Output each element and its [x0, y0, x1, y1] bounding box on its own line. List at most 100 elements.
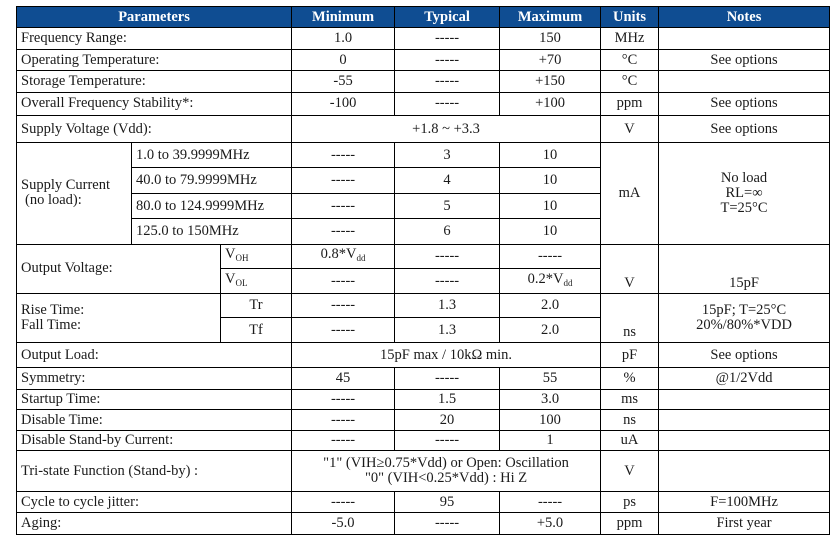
note-line: RL=∞	[725, 184, 763, 201]
note-value: See options	[658, 115, 831, 143]
tristate-line1: "1" (VIH≥0.75*Vdd) or Open: Oscillation	[323, 455, 569, 472]
note-value	[658, 409, 831, 431]
max-value: +100	[499, 91, 602, 117]
typ-value: 1.3	[394, 292, 501, 319]
param-name: Storage Temperature:	[15, 70, 293, 93]
supply-current-notes: No load RL=∞ T=25°C	[658, 141, 831, 245]
note-value	[658, 388, 831, 411]
unit-value: ns	[600, 292, 660, 343]
max-value: 2.0	[499, 317, 602, 343]
unit-value: °C	[600, 48, 660, 72]
typ-value: 5	[394, 192, 501, 220]
max-value: 10	[499, 192, 602, 220]
typ-value: -----	[394, 91, 501, 117]
row-frequency-stability: Overall Frequency Stability*: -100 -----…	[15, 91, 831, 117]
typ-value: 20	[394, 409, 501, 431]
max-value: -----	[499, 243, 602, 270]
unit-value: pF	[600, 341, 660, 369]
typ-value: 1.5	[394, 388, 501, 411]
min-value: -5.0	[291, 512, 396, 535]
rise-fall-label: Rise Time: Fall Time:	[16, 292, 221, 343]
unit-value: V	[600, 243, 660, 294]
param-name: Overall Frequency Stability*:	[15, 91, 293, 117]
max-value: 3.0	[499, 388, 602, 411]
note-value	[658, 450, 831, 492]
max-value: -----	[499, 490, 602, 514]
min-value: -----	[291, 167, 396, 194]
max-value: 10	[499, 141, 602, 169]
freq-range-label: 1.0 to 39.9999MHz	[130, 141, 293, 169]
header-typical: Typical	[394, 5, 501, 29]
tf-symbol: Tf	[219, 317, 293, 343]
typ-value: 95	[394, 490, 501, 514]
unit-value: ms	[600, 388, 660, 411]
supply-current-line1: Supply Current	[21, 177, 111, 194]
min-value: -----	[291, 388, 396, 411]
supply-current-line2: (no load):	[25, 192, 82, 209]
note-value: See options	[658, 48, 831, 72]
freq-range-label: 40.0 to 79.9999MHz	[130, 167, 293, 194]
min-value: 1.0	[291, 27, 396, 50]
max-value: 10	[499, 167, 602, 194]
note-line: 20%/80%*VDD	[696, 316, 792, 333]
param-name: Aging:	[15, 512, 293, 535]
note-value: F=100MHz	[658, 490, 831, 514]
freq-range-label: 80.0 to 124.9999MHz	[130, 192, 293, 220]
param-name: Disable Stand-by Current:	[15, 429, 293, 452]
typ-value: -----	[394, 243, 501, 270]
typ-value: 6	[394, 218, 501, 245]
param-name: Disable Time:	[15, 409, 293, 431]
voh-symbol: VOH	[219, 243, 293, 270]
max-value: 10	[499, 218, 602, 245]
note-value: @1/2Vdd	[658, 367, 831, 390]
min-value: -----	[291, 192, 396, 220]
unit-value: %	[600, 367, 660, 390]
row-startup-time: Startup Time: ----- 1.5 3.0 ms	[15, 388, 831, 411]
header-parameters: Parameters	[15, 5, 293, 29]
note-value: See options	[658, 91, 831, 117]
note-value: 15pF	[658, 243, 831, 294]
row-fall-time: Tf ----- 1.3 2.0	[17, 317, 830, 343]
header-units: Units	[600, 5, 660, 29]
unit-value: uA	[600, 429, 660, 452]
typ-value: -----	[394, 268, 501, 294]
typ-value: 4	[394, 167, 501, 194]
row-storage-temperature: Storage Temperature: -55 ----- +150 °C	[15, 70, 831, 93]
unit-value: ppm	[600, 91, 660, 117]
param-name: Supply Voltage (Vdd):	[15, 115, 293, 143]
param-name: Tri-state Function (Stand-by) :	[15, 450, 293, 492]
header-notes: Notes	[658, 5, 831, 29]
unit-value: ps	[600, 490, 660, 514]
unit-value: V	[600, 450, 660, 492]
unit-value: mA	[600, 141, 660, 245]
row-symmetry: Symmetry: 45 ----- 55 % @1/2Vdd	[15, 367, 831, 390]
unit-value: V	[600, 115, 660, 143]
min-value: -----	[291, 409, 396, 431]
fall-time-label: Fall Time:	[21, 316, 82, 333]
note-line: 15pF; T=25°C	[701, 301, 787, 318]
min-value: -----	[291, 141, 396, 169]
row-output-load: Output Load: 15pF max / 10kΩ min. pF See…	[15, 341, 831, 369]
header-maximum: Maximum	[499, 5, 602, 29]
max-value: +70	[499, 48, 602, 72]
row-rise-time: Rise Time: Fall Time: Tr ----- 1.3 2.0 n…	[16, 292, 831, 343]
row-frequency-range: Frequency Range: 1.0 ----- 150 MHz	[15, 27, 831, 50]
typ-value: 3	[394, 141, 501, 169]
min-value: -100	[291, 91, 396, 117]
unit-value: MHz	[600, 27, 660, 50]
load-value: 15pF max / 10kΩ min.	[291, 341, 602, 369]
min-value: -----	[291, 218, 396, 245]
typ-value: -----	[394, 27, 501, 50]
note-value	[658, 429, 831, 452]
min-value: 0.8*Vdd	[291, 243, 396, 270]
supply-current-label: Supply Current (no load):	[16, 141, 132, 245]
max-value: 2.0	[499, 292, 602, 319]
header-row: Parameters Minimum Typical Maximum Units…	[15, 5, 831, 29]
row-operating-temperature: Operating Temperature: 0 ----- +70 °C Se…	[15, 48, 831, 72]
range-value: +1.8 ~ +3.3	[291, 115, 602, 143]
note-value	[658, 70, 831, 93]
row-standby-current: Disable Stand-by Current: ----- ----- 1 …	[15, 429, 831, 452]
header-minimum: Minimum	[291, 5, 396, 29]
param-name: Output Voltage:	[16, 243, 221, 294]
unit-value: ns	[600, 409, 660, 431]
